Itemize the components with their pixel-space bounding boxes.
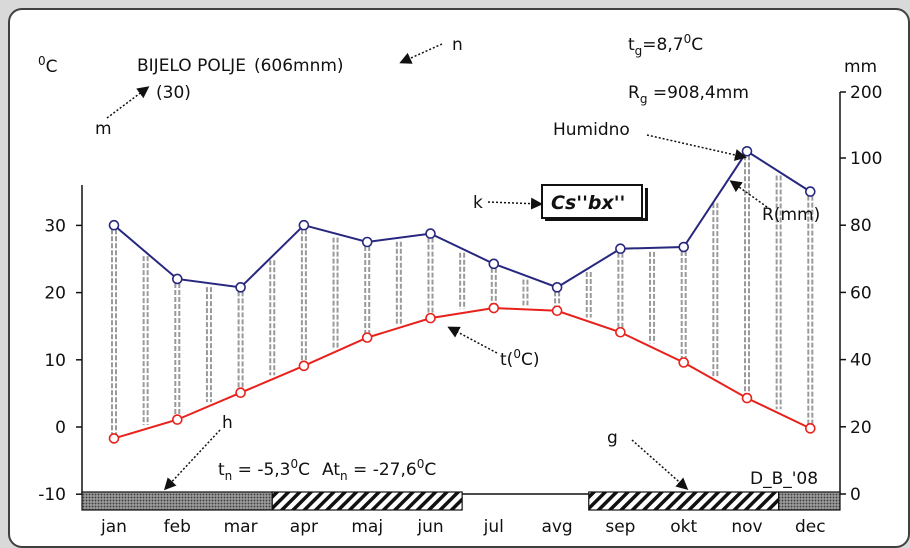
temp-point bbox=[298, 360, 310, 372]
left-tick-label: 30 bbox=[44, 216, 66, 236]
left-tick-label: -10 bbox=[38, 485, 66, 505]
left-tick-label: 20 bbox=[44, 284, 66, 304]
climate-diagram: -10 0 10 20 30 0 20 40 60 80 100 200 jan feb mar apr maj… bbox=[38, 32, 882, 537]
chart-frame: -10 0 10 20 30 0 20 40 60 80 100 200 jan feb mar apr maj… bbox=[8, 8, 910, 548]
annual-precip: Rg =908,4mm bbox=[628, 83, 749, 106]
label-h: h bbox=[222, 413, 233, 433]
absolute-min-temp: tn = -5,30C Atn = -27,60C bbox=[218, 457, 436, 483]
right-tick-label: 40 bbox=[850, 351, 872, 371]
series-lines bbox=[108, 145, 816, 444]
month-label: feb bbox=[164, 517, 191, 537]
temp-point bbox=[615, 326, 626, 338]
arrow-r bbox=[729, 180, 768, 208]
frost-bar-possible-spring bbox=[271, 491, 463, 511]
left-axis-unit: 0C bbox=[38, 54, 58, 77]
frost-bar-possible-autumn bbox=[588, 491, 780, 511]
frost-bar-certain-start bbox=[81, 491, 273, 511]
label-n: n bbox=[452, 35, 463, 55]
precip-point bbox=[425, 228, 436, 239]
arrow-t bbox=[447, 326, 498, 354]
temp-point bbox=[108, 433, 120, 444]
precip-point bbox=[741, 145, 753, 157]
precip-hatching bbox=[111, 155, 814, 435]
month-label: mar bbox=[224, 517, 258, 537]
precip-point bbox=[488, 258, 500, 270]
temp-point bbox=[488, 302, 500, 314]
mean-annual-temp: tg=8,70C bbox=[628, 32, 703, 58]
precip-point bbox=[361, 236, 373, 248]
arrow-g bbox=[631, 439, 689, 490]
right-tick-label: 20 bbox=[850, 418, 872, 438]
climate-box-shadow-bottom bbox=[545, 218, 648, 221]
left-tick-label: 0 bbox=[55, 418, 66, 438]
month-label: okt bbox=[670, 517, 697, 537]
right-tick-label: 200 bbox=[850, 83, 882, 103]
axes: -10 0 10 20 30 0 20 40 60 80 100 200 jan feb mar apr maj… bbox=[38, 83, 882, 537]
left-tick-label: 10 bbox=[44, 351, 66, 371]
temp-point bbox=[425, 312, 436, 324]
right-tick-label: 80 bbox=[850, 216, 872, 236]
arrow-humid bbox=[646, 134, 747, 161]
month-label: dec bbox=[795, 517, 826, 537]
precip-point bbox=[804, 186, 816, 197]
precip-point bbox=[551, 282, 563, 293]
humid-label: Humidno bbox=[553, 120, 630, 140]
month-label: maj bbox=[351, 517, 383, 537]
arrow-h bbox=[163, 429, 221, 491]
temp-point bbox=[172, 414, 183, 425]
month-label: nov bbox=[731, 517, 762, 537]
month-label: avg bbox=[541, 517, 572, 537]
label-k: k bbox=[473, 193, 483, 213]
climate-box bbox=[541, 184, 643, 219]
arrow-m bbox=[106, 86, 150, 119]
month-label: sep bbox=[605, 517, 635, 537]
frost-bar-certain-end bbox=[778, 491, 841, 511]
climate-box-shadow bbox=[645, 188, 648, 221]
temp-line bbox=[113, 307, 811, 440]
precip-point bbox=[172, 273, 183, 285]
arrow-k bbox=[487, 197, 543, 210]
precip-point bbox=[615, 243, 626, 255]
arrow-n bbox=[399, 43, 443, 64]
precip-point bbox=[235, 282, 246, 293]
temp-point bbox=[235, 387, 246, 399]
label-g: g bbox=[607, 428, 618, 448]
precip-point bbox=[108, 219, 120, 231]
temp-point bbox=[551, 305, 563, 317]
label-m: m bbox=[95, 119, 112, 139]
precip-point bbox=[678, 241, 690, 253]
signature: D_B_'08 bbox=[750, 469, 818, 489]
right-tick-label: 60 bbox=[850, 283, 872, 303]
precip-point bbox=[298, 219, 310, 231]
station-name: BIJELO POLJE (606mnm) bbox=[137, 56, 344, 76]
month-label: jan bbox=[100, 517, 127, 537]
temp-point bbox=[804, 423, 816, 434]
right-tick-label: 0 bbox=[850, 485, 861, 505]
right-axis-unit: mm bbox=[844, 57, 877, 77]
month-label: jul bbox=[483, 517, 504, 537]
climate-class: Cs''bx'' bbox=[551, 192, 625, 214]
right-tick-label: 100 bbox=[850, 149, 882, 169]
precip-series-label: R(mm) bbox=[762, 205, 820, 225]
precip-line bbox=[113, 149, 811, 289]
temp-point bbox=[741, 392, 753, 404]
temp-point bbox=[361, 332, 373, 343]
month-label: jun bbox=[416, 517, 443, 537]
station-period: (30) bbox=[156, 83, 191, 103]
month-label: apr bbox=[290, 517, 318, 537]
temp-series-label: t(0C) bbox=[500, 347, 539, 370]
temp-point bbox=[678, 357, 690, 368]
annotations: 0C mm BIJELO POLJE (606mnm) (30) n m tg=8… bbox=[38, 32, 877, 491]
